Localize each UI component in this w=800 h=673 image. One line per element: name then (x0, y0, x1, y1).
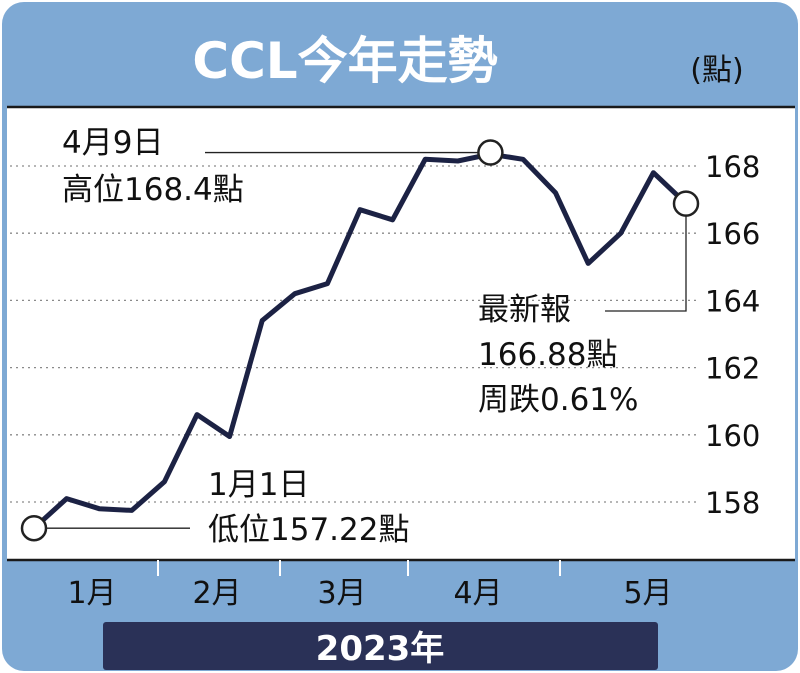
annotation-latest-value: 166.88點 (478, 337, 617, 373)
annotation-high: 4月9日 高位168.4點 (62, 125, 244, 208)
annotation-latest-label: 最新報 (478, 292, 571, 328)
annotation-latest-change: 周跌0.61% (478, 382, 638, 418)
y-tick-label: 158 (705, 486, 760, 520)
gridlines (10, 165, 700, 503)
annotation-leaders (34, 151, 687, 529)
marker-low (20, 514, 48, 542)
annotation-high-date: 4月9日 (62, 125, 163, 161)
y-tick-label: 162 (705, 352, 760, 386)
marker-latest (672, 190, 700, 217)
annotation-low-date: 1月1日 (208, 467, 309, 503)
y-axis-ticks: 158 160 162 164 166 168 (705, 150, 760, 520)
y-tick-label: 166 (705, 217, 760, 251)
marker-high (477, 139, 504, 166)
y-tick-label: 164 (705, 284, 760, 318)
year-label: 2023年 (316, 629, 445, 669)
annotation-low-value: 低位157.22點 (208, 512, 409, 548)
x-tick-label: 3月 (317, 576, 366, 611)
annotation-latest: 最新報 166.88點 周跌0.61% (478, 292, 638, 418)
series-group (31, 151, 689, 531)
annotation-high-value: 高位168.4點 (62, 172, 244, 208)
year-banner (103, 622, 658, 670)
y-tick-label: 168 (705, 150, 760, 184)
chart-title: CCL今年走勢 (192, 32, 497, 90)
x-tick-label: 2月 (192, 576, 241, 611)
unit-label: (點) (690, 53, 743, 88)
leader-latest (605, 203, 687, 312)
x-tick-label: 5月 (623, 576, 672, 611)
y-tick-label: 160 (705, 419, 760, 453)
annotation-low: 1月1日 低位157.22點 (208, 467, 409, 548)
highlight-markers (20, 139, 700, 542)
x-tick-label: 1月 (67, 576, 116, 611)
x-axis-ticks: 1月 2月 3月 4月 5月 (67, 560, 673, 611)
series-line (31, 151, 689, 531)
x-tick-label: 4月 (453, 576, 502, 611)
